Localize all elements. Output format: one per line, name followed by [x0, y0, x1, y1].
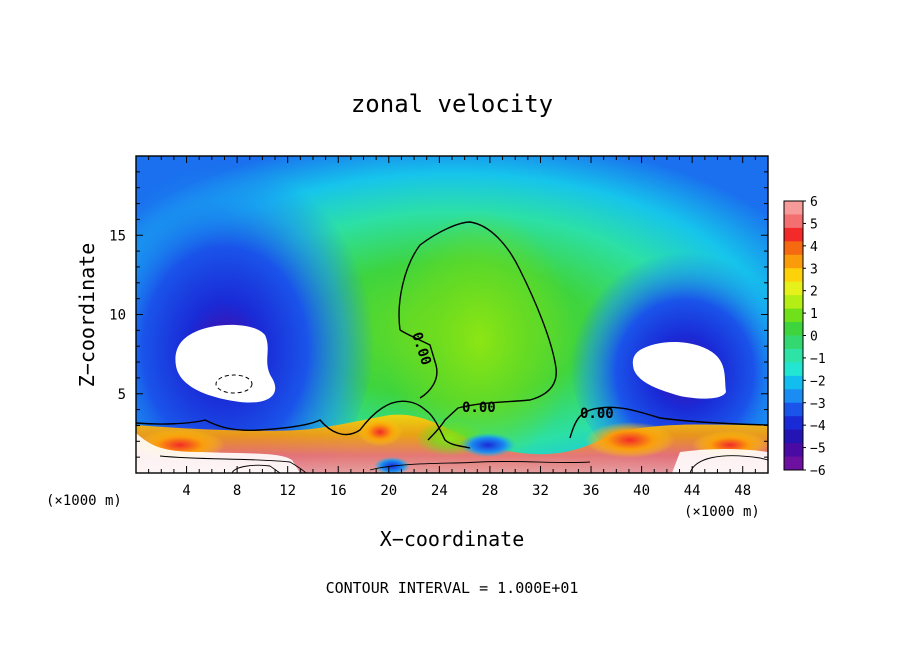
y-tick-label: 15 [109, 228, 126, 244]
colorbar-swatch [784, 416, 803, 431]
contour-label-right: 0.00 [580, 406, 614, 422]
colorbar-tick-label: −6 [810, 464, 826, 479]
zero-contour-surface [136, 400, 471, 449]
x-axis-label: X−coordinate [380, 527, 525, 551]
x-unit-left: (×1000 m) [46, 493, 122, 509]
x-unit-right: (×1000 m) [684, 504, 760, 520]
bottom-contour-left [159, 455, 307, 473]
colorbar-swatch [784, 443, 803, 458]
colorbar-swatch [784, 456, 803, 471]
x-tick-label: 32 [532, 483, 549, 499]
velocity-field [136, 156, 768, 473]
hot-spot-right [585, 422, 675, 458]
zero-contour-main [398, 221, 557, 441]
colorbar-tick-label: 5 [810, 217, 818, 232]
chart-title: zonal velocity [351, 90, 553, 118]
bottom-right-white [672, 449, 768, 473]
colorbar-tick-label: 3 [810, 262, 818, 277]
bottom-contour-center [369, 460, 591, 471]
colorbar-tick-label: 0 [810, 330, 818, 345]
colorbar-tick-label: −3 [810, 397, 826, 412]
colorbar-swatch [784, 348, 803, 363]
center-jet-green [385, 210, 575, 470]
bottom-contour-mid [231, 464, 281, 473]
cold-spot-28 [460, 433, 516, 457]
y-axis-label: Z−coordinate [75, 243, 99, 388]
left-vortex-blue [136, 156, 375, 473]
contour-label-mid: 0.00 [462, 400, 496, 416]
colorbar-swatch [784, 254, 803, 269]
right-white-region [632, 341, 726, 399]
colorbar-swatch [784, 295, 803, 310]
x-tick-label: 48 [734, 483, 751, 499]
colorbar-swatch [784, 281, 803, 296]
colorbar-swatch [784, 335, 803, 350]
x-axis: 4 8 12 16 20 24 28 32 36 40 44 48 [148, 156, 756, 499]
colorbar-tick-label: 6 [810, 195, 818, 210]
colorbar-swatch [784, 227, 803, 242]
colorbar-tick-label: 2 [810, 285, 818, 300]
colorbar-swatch [784, 322, 803, 336]
contour-interval-note: CONTOUR INTERVAL = 1.000E+01 [326, 579, 579, 597]
colorbar-swatch [784, 268, 803, 283]
colorbar-swatch [784, 362, 803, 377]
colorbar-tick-label: −5 [810, 442, 826, 457]
left-white-region [175, 324, 276, 403]
y-tick-label: 10 [109, 308, 126, 324]
dashed-negative-contour [215, 374, 253, 394]
colorbar-swatch [784, 429, 803, 444]
zero-contour-left-hook [399, 329, 438, 399]
x-tick-label: 44 [684, 483, 701, 499]
x-tick-label: 4 [182, 483, 190, 499]
colorbar-swatch [784, 214, 803, 229]
colorbar-swatch [784, 375, 803, 390]
zero-contour-right [569, 406, 768, 439]
colorbar-swatch [784, 308, 803, 323]
colorbar-tick-label: −1 [810, 352, 826, 367]
colorbar-swatch [784, 402, 803, 417]
colorbar-tick-label: −4 [810, 419, 826, 434]
x-tick-label: 36 [583, 483, 600, 499]
colorbar: 6 5 4 3 2 1 0 −1 −2 −3 −4 −5 −6 [783, 195, 826, 479]
x-tick-label: 40 [633, 483, 650, 499]
bottom-left-white [136, 433, 300, 473]
x-tick-label: 24 [431, 483, 448, 499]
y-axis: 5 10 15 [109, 171, 768, 458]
x-tick-label: 12 [279, 483, 296, 499]
colorbar-swatch [784, 201, 803, 215]
colorbar-swatch [784, 241, 803, 256]
x-tick-label: 28 [481, 483, 498, 499]
colorbar-tick-label: 4 [810, 240, 818, 255]
colorbar-swatch [784, 389, 803, 404]
x-tick-label: 20 [380, 483, 397, 499]
x-tick-label: 16 [330, 483, 347, 499]
y-tick-label: 5 [118, 387, 126, 403]
hot-spot-center [358, 418, 402, 446]
x-tick-label: 8 [233, 483, 241, 499]
colorbar-tick-label: 1 [810, 307, 818, 322]
colorbar-tick-label: −2 [810, 374, 826, 389]
